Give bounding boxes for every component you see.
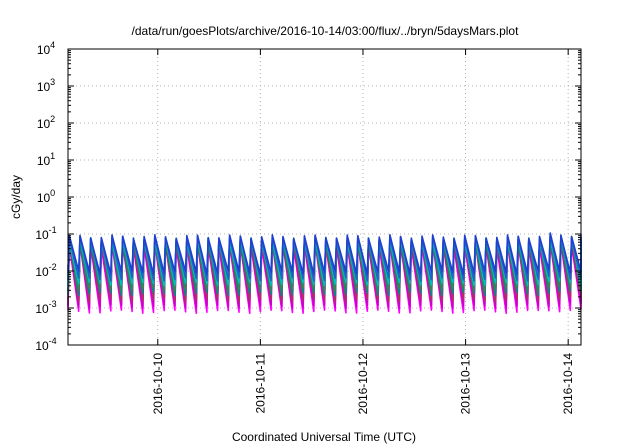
x-tick-label: 2016-10-12: [356, 353, 370, 415]
y-tick-label: 101: [37, 151, 55, 168]
y-tick-label: 10-3: [35, 299, 56, 316]
y-tick-label: 102: [37, 114, 55, 131]
series-layer: [67, 232, 582, 315]
y-axis-label: cGy/day: [9, 175, 23, 219]
y-tick-label: 104: [37, 40, 55, 57]
y-tick-label: 103: [37, 77, 55, 94]
y-tick-label: 10-1: [35, 225, 56, 242]
y-tick-label: 10-4: [35, 336, 56, 353]
y-tick-label: 100: [37, 188, 55, 205]
y-axis: 10-4 10-3 10-2 10-1 100 101 102 103 104: [35, 40, 581, 353]
x-tick-label: 2016-10-14: [561, 353, 575, 415]
x-tick-label: 2016-10-11: [253, 353, 267, 414]
x-tick-label: 2016-10-10: [151, 353, 165, 415]
series-line: [67, 232, 582, 276]
chart-title: /data/run/goesPlots/archive/2016-10-14/0…: [132, 24, 520, 38]
x-tick-label: 2016-10-13: [459, 353, 473, 415]
y-tick-label: 10-2: [35, 262, 56, 279]
x-axis-label: Coordinated Universal Time (UTC): [232, 430, 416, 444]
x-axis: 2016-10-10 2016-10-11 2016-10-12 2016-10-13…: [151, 49, 575, 414]
